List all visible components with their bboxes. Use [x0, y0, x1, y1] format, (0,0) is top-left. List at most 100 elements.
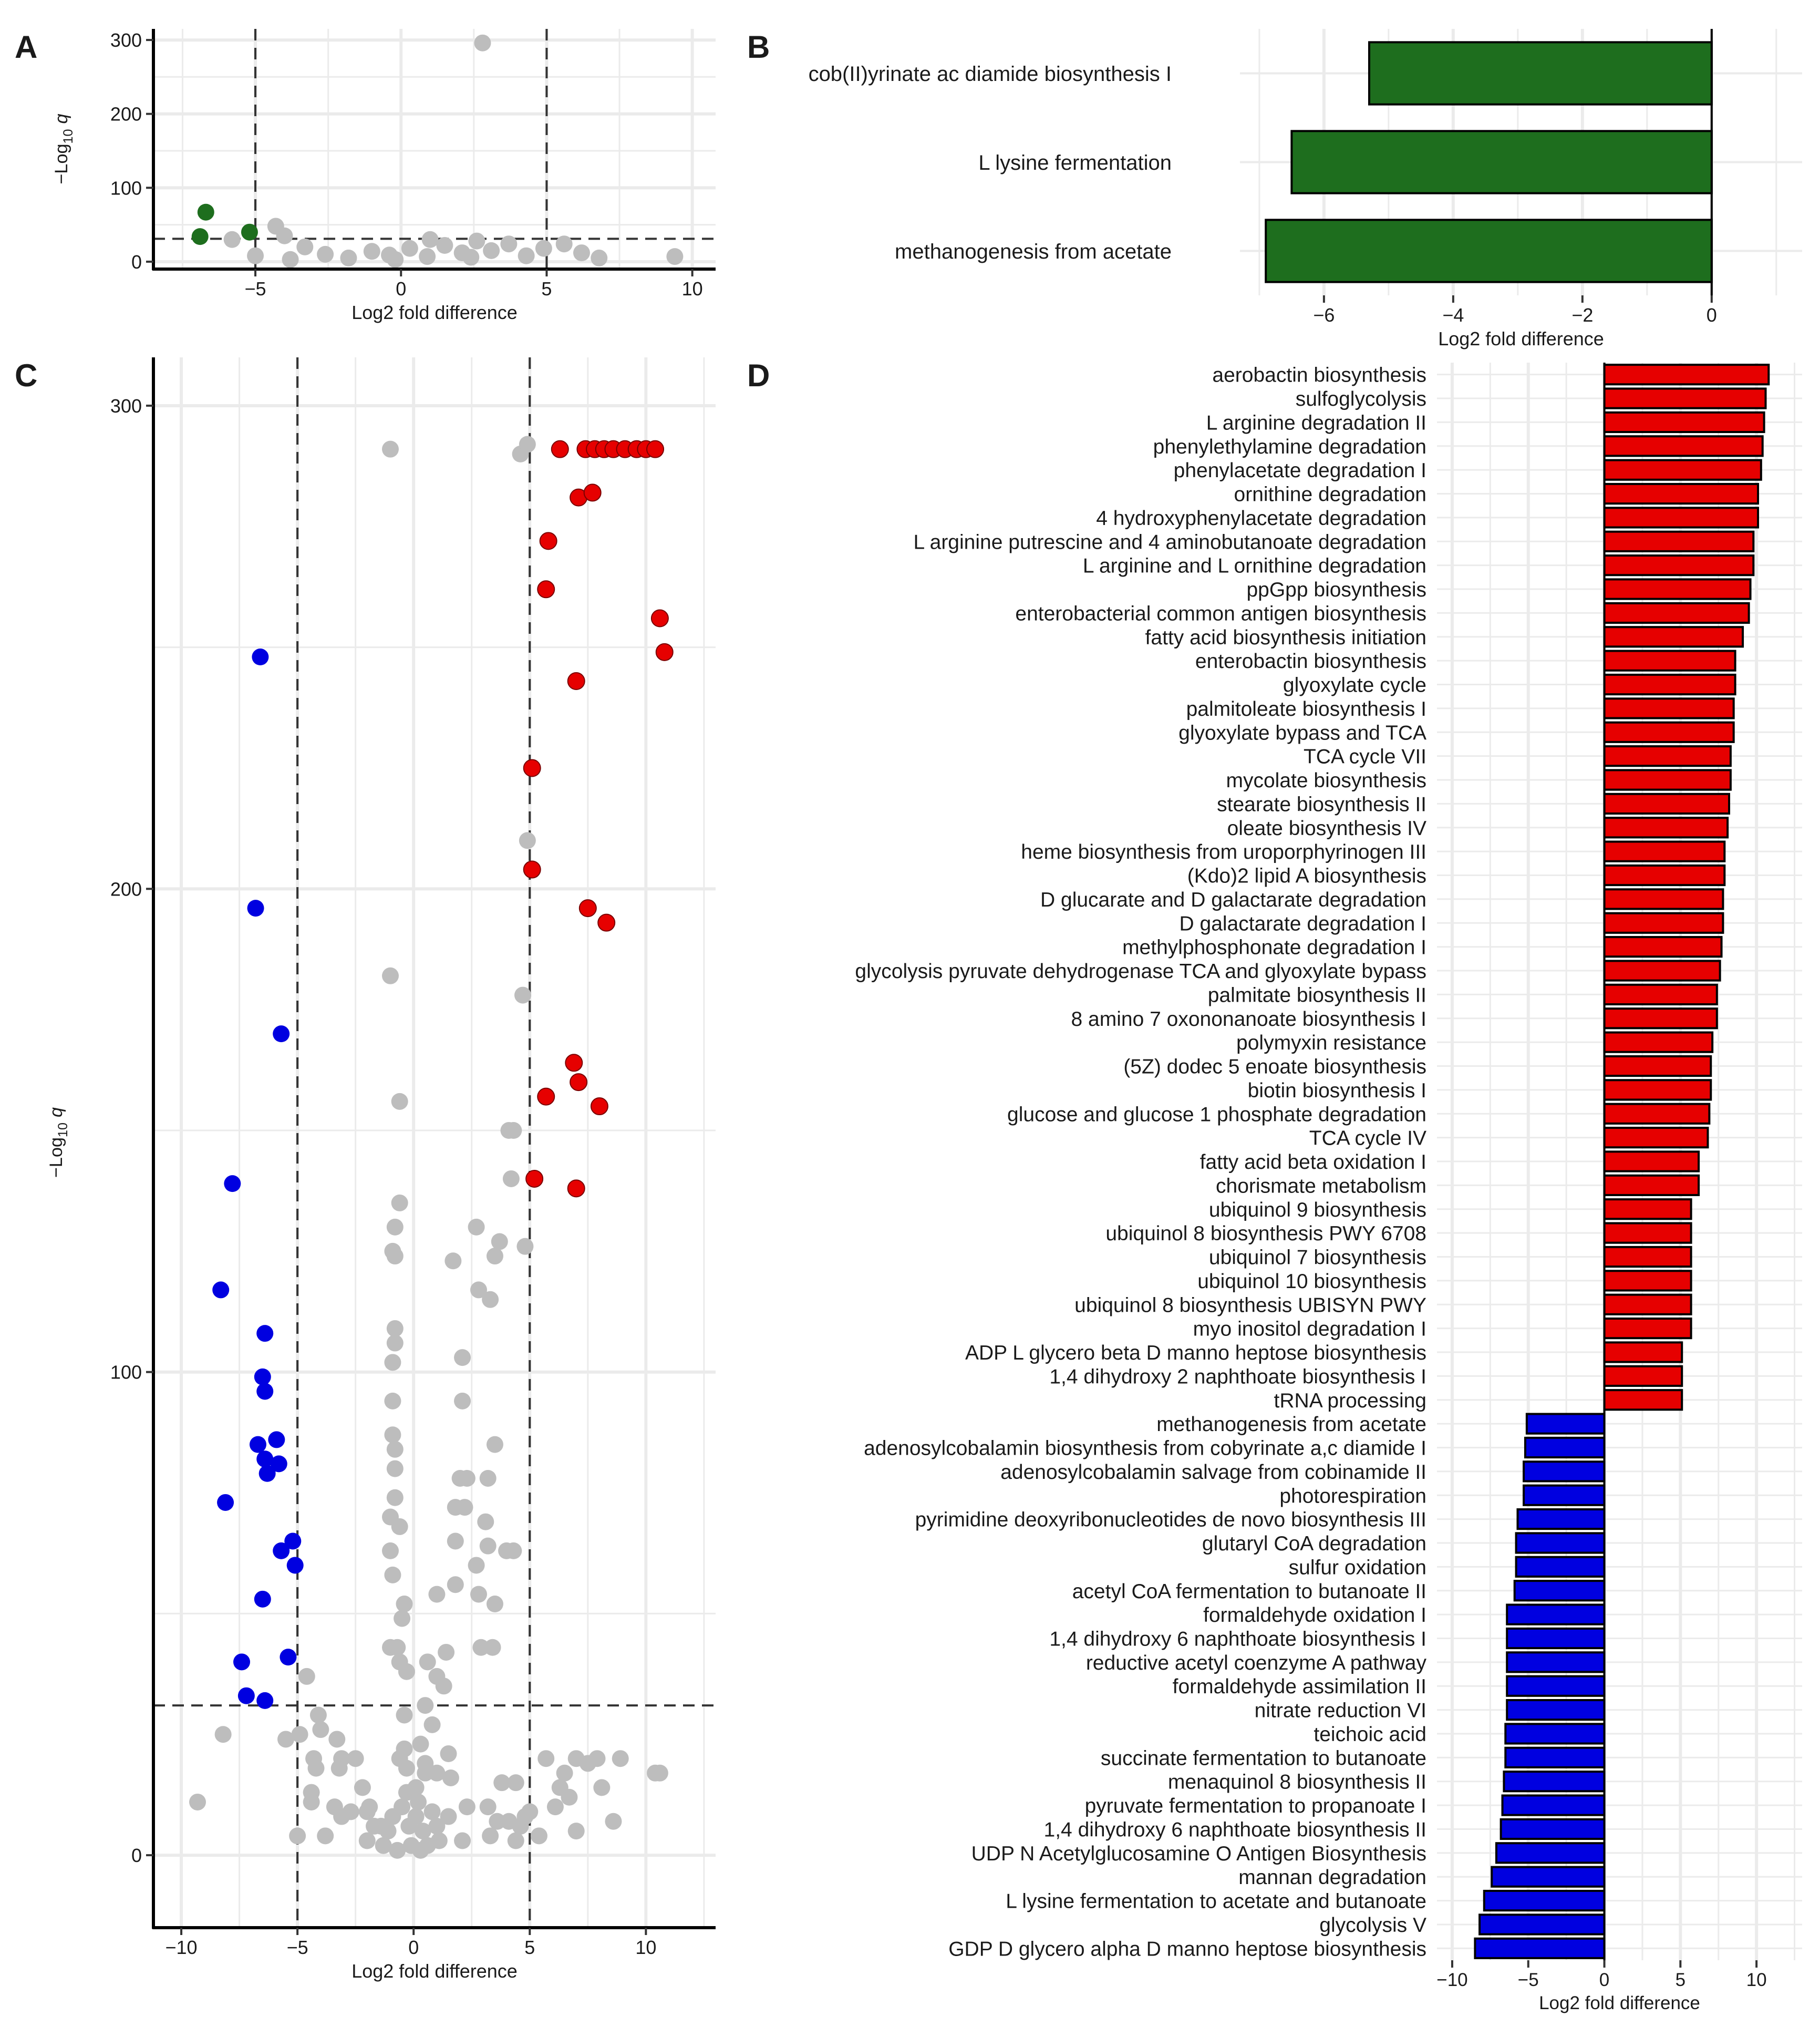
- bar: [1603, 459, 1762, 481]
- category-label: formaldehyde oxidation I: [1203, 1604, 1426, 1627]
- category-label: palmitoleate biosynthesis I: [1186, 698, 1426, 721]
- red-data-point: [523, 860, 541, 879]
- y-tick-label: 100: [110, 177, 142, 199]
- grey-data-point: [507, 1774, 524, 1792]
- category-label: ubiquinol 8 biosynthesis UBISYN PWY: [1074, 1294, 1426, 1316]
- grey-data-point: [435, 1678, 452, 1695]
- y-tick-label: 0: [131, 1845, 142, 1866]
- grey-data-point: [394, 1798, 411, 1816]
- bar: [1603, 1270, 1692, 1292]
- panel-letter-d: D: [747, 358, 770, 393]
- blue-data-point: [286, 1557, 304, 1574]
- grey-data-point: [462, 249, 480, 266]
- grey-data-point: [479, 1798, 497, 1816]
- grey-data-point: [537, 1750, 555, 1767]
- red-data-point: [655, 643, 674, 661]
- grey-data-point: [386, 1248, 404, 1265]
- grey-data-point: [289, 1827, 306, 1845]
- bar: [1603, 650, 1736, 672]
- grey-data-point: [500, 235, 518, 253]
- bar: [1603, 411, 1765, 434]
- grey-data-point: [398, 1784, 415, 1801]
- blue-data-point: [252, 649, 269, 666]
- panel-b-bar-chart: cob(II)yrinate ac diamide biosynthesis I…: [809, 29, 1802, 349]
- red-data-point: [565, 1054, 583, 1072]
- grey-data-point: [428, 1586, 446, 1603]
- category-label: myo inositol degradation I: [1193, 1318, 1426, 1341]
- category-label: fatty acid biosynthesis initiation: [1145, 626, 1426, 649]
- y-axis-title-subscript: 10: [56, 1123, 70, 1137]
- category-label: methanogenesis from acetate: [895, 240, 1172, 263]
- grey-data-point: [307, 1760, 325, 1777]
- grey-data-point: [189, 1793, 206, 1810]
- grey-data-point: [407, 1808, 425, 1825]
- grey-data-point: [514, 986, 532, 1004]
- y-axis-title-variable: q: [46, 1107, 66, 1117]
- green-data-point: [191, 228, 209, 245]
- bar: [1506, 1675, 1606, 1697]
- bar: [1515, 1532, 1606, 1554]
- x-tick-label: 0: [408, 1937, 419, 1958]
- grey-data-point: [340, 249, 357, 266]
- bar: [1603, 864, 1726, 887]
- category-label: heme biosynthesis from uroporphyrinogen …: [1021, 841, 1426, 863]
- category-label: TCA cycle IV: [1309, 1127, 1426, 1150]
- grey-data-point: [507, 1832, 524, 1849]
- grey-data-point: [384, 1426, 401, 1444]
- x-tick-label: 5: [541, 278, 552, 300]
- red-data-point: [539, 532, 557, 550]
- bar: [1603, 1150, 1700, 1172]
- grey-data-point: [391, 1518, 408, 1535]
- grey-data-point: [530, 1827, 547, 1845]
- category-label: ppGpp biosynthesis: [1246, 579, 1426, 601]
- category-label: L lysine fermentation to acetate and but…: [1006, 1890, 1426, 1913]
- grey-data-point: [398, 1663, 415, 1680]
- grey-data-point: [398, 1760, 415, 1777]
- bar: [1524, 1436, 1606, 1459]
- category-label: ubiquinol 10 biosynthesis: [1197, 1270, 1426, 1293]
- category-label: stearate biosynthesis II: [1217, 793, 1426, 816]
- bar: [1265, 219, 1713, 283]
- blue-data-point: [247, 900, 264, 917]
- blue-data-point: [284, 1532, 302, 1550]
- grey-data-point: [454, 1832, 471, 1849]
- red-data-point: [567, 1179, 585, 1198]
- grey-data-point: [396, 1596, 413, 1613]
- bar: [1603, 1365, 1683, 1387]
- grey-data-point: [277, 1731, 295, 1748]
- category-label: L lysine fermentation: [978, 151, 1172, 174]
- grey-data-point: [474, 34, 491, 52]
- category-label: cob(II)yrinate ac diamide biosynthesis I: [809, 63, 1172, 86]
- category-label: photorespiration: [1279, 1485, 1426, 1507]
- blue-data-point: [237, 1687, 255, 1704]
- grey-data-point: [214, 1726, 232, 1743]
- bar: [1603, 1007, 1718, 1030]
- x-tick-label: 10: [635, 1937, 656, 1958]
- bar: [1368, 41, 1713, 106]
- y-tick-label: 0: [131, 251, 142, 273]
- x-axis-title: Log2 fold difference: [351, 302, 518, 323]
- grey-data-point: [454, 1349, 471, 1366]
- x-tick-label: 5: [524, 1937, 535, 1958]
- bar: [1603, 1222, 1692, 1244]
- category-label: menaquinol 8 biosynthesis II: [1168, 1771, 1426, 1794]
- grey-data-point: [384, 1566, 401, 1583]
- bar: [1515, 1556, 1606, 1578]
- blue-data-point: [273, 1025, 290, 1043]
- bar: [1603, 387, 1767, 409]
- category-label: ornithine degradation: [1234, 483, 1426, 506]
- category-label: L arginine degradation II: [1206, 411, 1426, 434]
- grey-data-point: [458, 1469, 475, 1487]
- grey-data-point: [518, 247, 535, 264]
- bar: [1603, 578, 1752, 600]
- grey-data-point: [328, 1731, 346, 1748]
- x-tick-label: −10: [166, 1937, 198, 1958]
- category-label: biotin biosynthesis I: [1248, 1079, 1426, 1102]
- category-label: mannan degradation: [1238, 1866, 1426, 1889]
- grey-data-point: [282, 251, 299, 268]
- grey-data-point: [379, 1823, 397, 1840]
- bar: [1500, 1818, 1606, 1840]
- category-label: succinate fermentation to butanoate: [1101, 1747, 1426, 1769]
- grey-data-point: [386, 1320, 404, 1337]
